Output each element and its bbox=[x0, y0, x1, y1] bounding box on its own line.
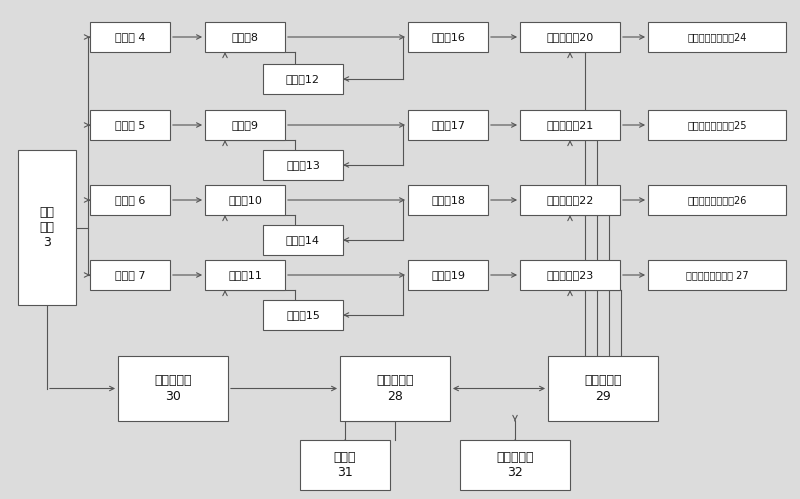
Bar bbox=[340, 356, 450, 421]
Text: 手动控制盒
32: 手动控制盒 32 bbox=[496, 451, 534, 479]
Text: 信号接口板
29: 信号接口板 29 bbox=[584, 375, 622, 403]
Text: 接触器8: 接触器8 bbox=[231, 32, 258, 42]
Text: 接触器9: 接触器9 bbox=[231, 120, 258, 130]
Bar bbox=[648, 22, 786, 52]
Text: 断路器 6: 断路器 6 bbox=[115, 195, 145, 205]
Text: 断路器 5: 断路器 5 bbox=[115, 120, 145, 130]
Text: 断路器 7: 断路器 7 bbox=[114, 270, 146, 280]
Bar bbox=[18, 150, 76, 305]
Bar bbox=[205, 22, 285, 52]
Text: 告警及运行指示灯24: 告警及运行指示灯24 bbox=[687, 32, 746, 42]
Bar bbox=[205, 185, 285, 215]
Bar bbox=[408, 260, 488, 290]
Bar bbox=[263, 300, 343, 330]
Bar bbox=[548, 356, 658, 421]
Bar bbox=[263, 64, 343, 94]
Text: 伺服驱动器22: 伺服驱动器22 bbox=[546, 195, 594, 205]
Bar bbox=[408, 110, 488, 140]
Bar bbox=[520, 110, 620, 140]
Bar bbox=[90, 110, 170, 140]
Text: 伺服驱动器23: 伺服驱动器23 bbox=[546, 270, 594, 280]
Bar bbox=[205, 260, 285, 290]
Bar bbox=[648, 260, 786, 290]
Text: 告警及运行指示灯25: 告警及运行指示灯25 bbox=[687, 120, 746, 130]
Text: 继电器14: 继电器14 bbox=[286, 235, 320, 245]
Bar bbox=[408, 185, 488, 215]
Bar bbox=[263, 225, 343, 255]
Text: 空气
开关
3: 空气 开关 3 bbox=[39, 206, 54, 249]
Bar bbox=[118, 356, 228, 421]
Bar bbox=[90, 22, 170, 52]
Text: 接触器10: 接触器10 bbox=[228, 195, 262, 205]
Text: 滤波器18: 滤波器18 bbox=[431, 195, 465, 205]
Bar bbox=[460, 440, 570, 490]
Text: 伺服驱动器21: 伺服驱动器21 bbox=[546, 120, 594, 130]
Text: 继电器15: 继电器15 bbox=[286, 310, 320, 320]
Bar bbox=[520, 260, 620, 290]
Text: 接触器11: 接触器11 bbox=[228, 270, 262, 280]
Bar bbox=[263, 150, 343, 180]
Text: 告警及运行指示灯 27: 告警及运行指示灯 27 bbox=[686, 270, 748, 280]
Text: 计算机
31: 计算机 31 bbox=[334, 451, 356, 479]
Bar bbox=[648, 185, 786, 215]
Bar bbox=[648, 110, 786, 140]
Bar bbox=[408, 22, 488, 52]
Text: 断路器 4: 断路器 4 bbox=[114, 32, 146, 42]
Text: 电源变换器
30: 电源变换器 30 bbox=[154, 375, 192, 403]
Bar bbox=[520, 22, 620, 52]
Text: 告警及运行指示灯26: 告警及运行指示灯26 bbox=[687, 195, 746, 205]
Text: 滤波器19: 滤波器19 bbox=[431, 270, 465, 280]
Text: 伺服驱动器20: 伺服驱动器20 bbox=[546, 32, 594, 42]
Text: 继电器12: 继电器12 bbox=[286, 74, 320, 84]
Bar bbox=[520, 185, 620, 215]
Text: 继电器13: 继电器13 bbox=[286, 160, 320, 170]
Bar bbox=[300, 440, 390, 490]
Bar bbox=[205, 110, 285, 140]
Text: 滤波器17: 滤波器17 bbox=[431, 120, 465, 130]
Text: 运动控制器
28: 运动控制器 28 bbox=[376, 375, 414, 403]
Bar bbox=[90, 185, 170, 215]
Text: 滤波器16: 滤波器16 bbox=[431, 32, 465, 42]
Bar bbox=[90, 260, 170, 290]
